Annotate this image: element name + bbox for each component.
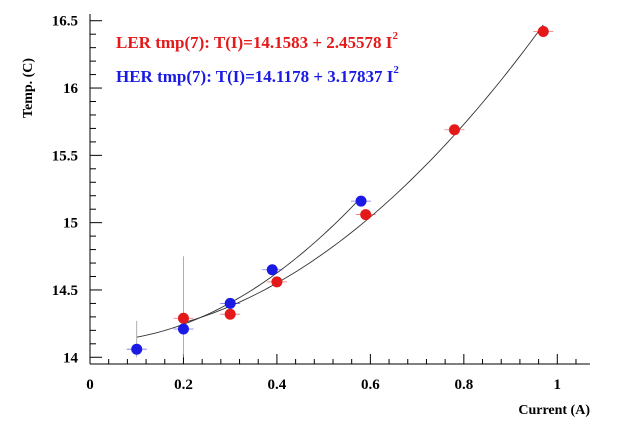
her-data-point (355, 195, 367, 207)
x-axis-label: Current (A) (518, 403, 590, 418)
y-axis-label: Temp. (C) (21, 58, 36, 118)
x-tick-label: 0 (86, 377, 94, 393)
ler-data-point (448, 124, 460, 136)
her-data-point (177, 323, 189, 335)
y-tick-label: 14 (63, 350, 79, 366)
her-data-point (224, 297, 236, 309)
ler-fit-formula: LER tmp(7): T(I)=14.1583 + 2.45578 I (116, 33, 393, 52)
ler-data-point (360, 209, 372, 221)
x-tick-label: 0.2 (174, 377, 193, 393)
error-bars (136, 256, 184, 358)
ler-data-point (177, 312, 189, 324)
her-data-point (266, 264, 278, 276)
y-tick-label: 15 (63, 216, 78, 232)
ler-data-point (537, 26, 549, 37)
y-tick-label: 16.5 (52, 14, 78, 30)
her-data-point (131, 343, 143, 355)
her-fit-exponent: 2 (393, 64, 399, 76)
x-tick-label: 1 (554, 377, 562, 393)
ler-fit-curve (183, 24, 544, 324)
her-fit-formula: HER tmp(7): T(I)=14.1178 + 3.17837 I (116, 67, 394, 86)
ler-fit-exponent: 2 (392, 30, 398, 42)
y-tick-label: 15.5 (52, 148, 78, 164)
axes (89, 14, 590, 365)
fit-curves (136, 24, 544, 338)
x-tick-label: 0.4 (268, 377, 287, 393)
her-fit-annotation: HER tmp(7): T(I)=14.1178 + 3.17837 I2 (116, 64, 399, 86)
ler-data-point (271, 276, 283, 288)
x-tick-label: 0.6 (361, 377, 380, 393)
y-tick-label: 14.5 (52, 283, 78, 299)
data-points (126, 26, 554, 355)
tick-labels: 0 0.2 0.4 0.6 0.8 1 14 14.5 15 15.5 16 16.5 (52, 14, 561, 393)
x-tick-label: 0.8 (454, 377, 473, 393)
y-tick-label: 16 (63, 81, 79, 97)
ler-fit-annotation: LER tmp(7): T(I)=14.1583 + 2.45578 I2 (116, 30, 398, 52)
ler-data-point (224, 308, 236, 320)
her-fit-curve (136, 197, 362, 338)
